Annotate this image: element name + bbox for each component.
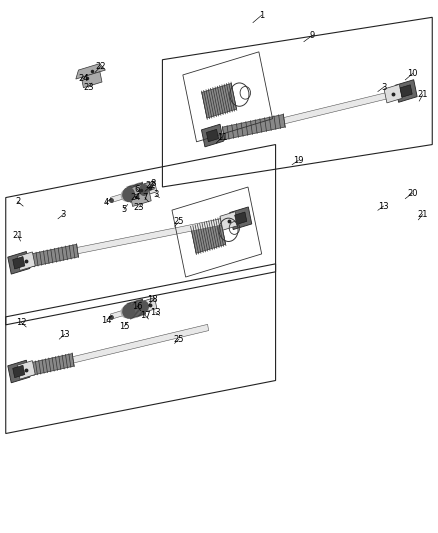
Text: 13: 13: [151, 308, 161, 317]
Text: 5: 5: [121, 205, 127, 214]
Text: 24: 24: [78, 74, 88, 83]
Polygon shape: [13, 256, 25, 269]
Polygon shape: [8, 360, 30, 383]
Polygon shape: [127, 183, 145, 202]
Polygon shape: [17, 252, 35, 270]
Circle shape: [140, 184, 148, 195]
Text: 10: 10: [407, 69, 418, 78]
Polygon shape: [125, 182, 155, 198]
Polygon shape: [73, 325, 208, 363]
Text: 14: 14: [102, 316, 112, 325]
Polygon shape: [143, 181, 157, 196]
Text: 2: 2: [15, 197, 21, 206]
Text: 21: 21: [417, 210, 428, 219]
Text: 19: 19: [293, 156, 304, 165]
Text: 1: 1: [259, 11, 264, 20]
Polygon shape: [235, 212, 247, 224]
Polygon shape: [202, 83, 237, 118]
Polygon shape: [220, 212, 238, 230]
Text: 13: 13: [59, 330, 70, 339]
Polygon shape: [206, 130, 219, 142]
Circle shape: [140, 301, 148, 312]
Polygon shape: [284, 88, 404, 124]
Polygon shape: [29, 244, 78, 267]
Polygon shape: [81, 72, 102, 87]
Text: 22: 22: [146, 181, 156, 190]
Circle shape: [123, 192, 128, 199]
Polygon shape: [110, 308, 133, 319]
Polygon shape: [110, 191, 133, 203]
Text: 15: 15: [119, 322, 129, 331]
Polygon shape: [127, 300, 145, 318]
Text: 24: 24: [130, 193, 141, 202]
Text: 21: 21: [417, 90, 428, 99]
Text: 4: 4: [103, 198, 109, 207]
Text: 7: 7: [142, 193, 148, 202]
Circle shape: [123, 304, 134, 318]
Text: 23: 23: [134, 203, 144, 212]
Polygon shape: [17, 361, 35, 379]
Polygon shape: [201, 124, 223, 147]
Polygon shape: [131, 190, 151, 206]
Polygon shape: [13, 365, 25, 378]
Text: 11: 11: [217, 133, 227, 142]
Polygon shape: [230, 207, 252, 230]
Polygon shape: [29, 353, 74, 376]
Text: 8: 8: [150, 179, 155, 188]
Text: 23: 23: [83, 83, 94, 92]
Circle shape: [121, 190, 130, 201]
Text: 6: 6: [134, 184, 140, 193]
Text: 9: 9: [309, 31, 314, 41]
Text: 3: 3: [381, 83, 386, 92]
Circle shape: [123, 188, 134, 201]
Text: 3: 3: [60, 210, 66, 219]
Text: 17: 17: [140, 311, 150, 320]
Text: 16: 16: [132, 302, 142, 311]
Polygon shape: [384, 84, 402, 103]
Text: 21: 21: [13, 231, 23, 240]
Text: 25: 25: [174, 335, 184, 344]
Text: 18: 18: [148, 295, 158, 304]
Polygon shape: [395, 80, 417, 102]
Polygon shape: [143, 297, 157, 312]
Polygon shape: [191, 219, 226, 253]
Text: 20: 20: [407, 189, 417, 198]
Polygon shape: [400, 85, 412, 97]
Polygon shape: [76, 63, 106, 79]
Text: 13: 13: [378, 201, 389, 211]
Circle shape: [121, 307, 130, 318]
Text: 3: 3: [153, 190, 159, 199]
Polygon shape: [77, 216, 235, 254]
Polygon shape: [8, 252, 30, 274]
Polygon shape: [223, 115, 285, 140]
Text: 25: 25: [174, 217, 184, 227]
Text: 12: 12: [16, 318, 26, 327]
Text: 22: 22: [95, 62, 106, 71]
Circle shape: [123, 309, 128, 316]
